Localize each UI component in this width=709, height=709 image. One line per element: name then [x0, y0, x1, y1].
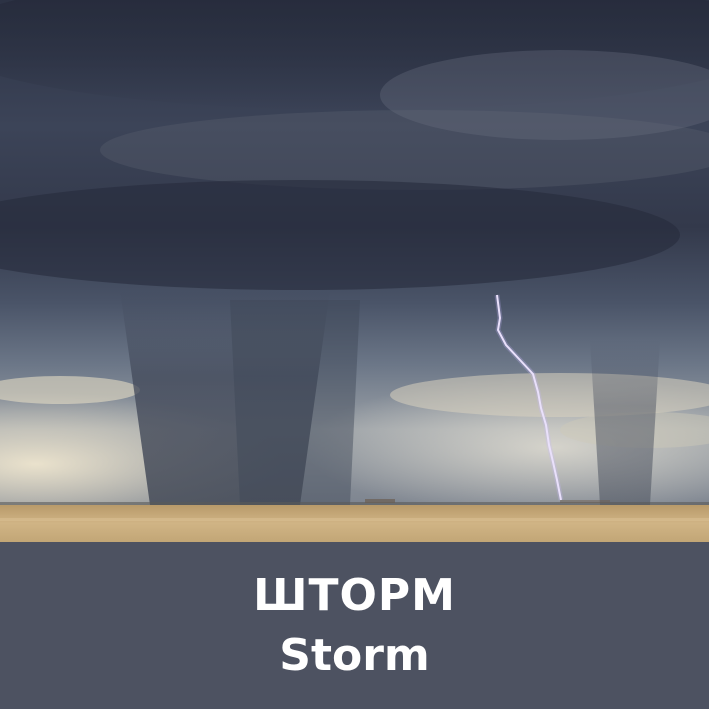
title-english: Storm	[279, 630, 430, 681]
field	[0, 505, 709, 542]
title-russian: ШТОРМ	[253, 570, 456, 621]
storm-photo	[0, 0, 709, 542]
lightning-bolt	[496, 294, 562, 501]
caption-panel: ШТОРМ Storm	[0, 542, 709, 709]
